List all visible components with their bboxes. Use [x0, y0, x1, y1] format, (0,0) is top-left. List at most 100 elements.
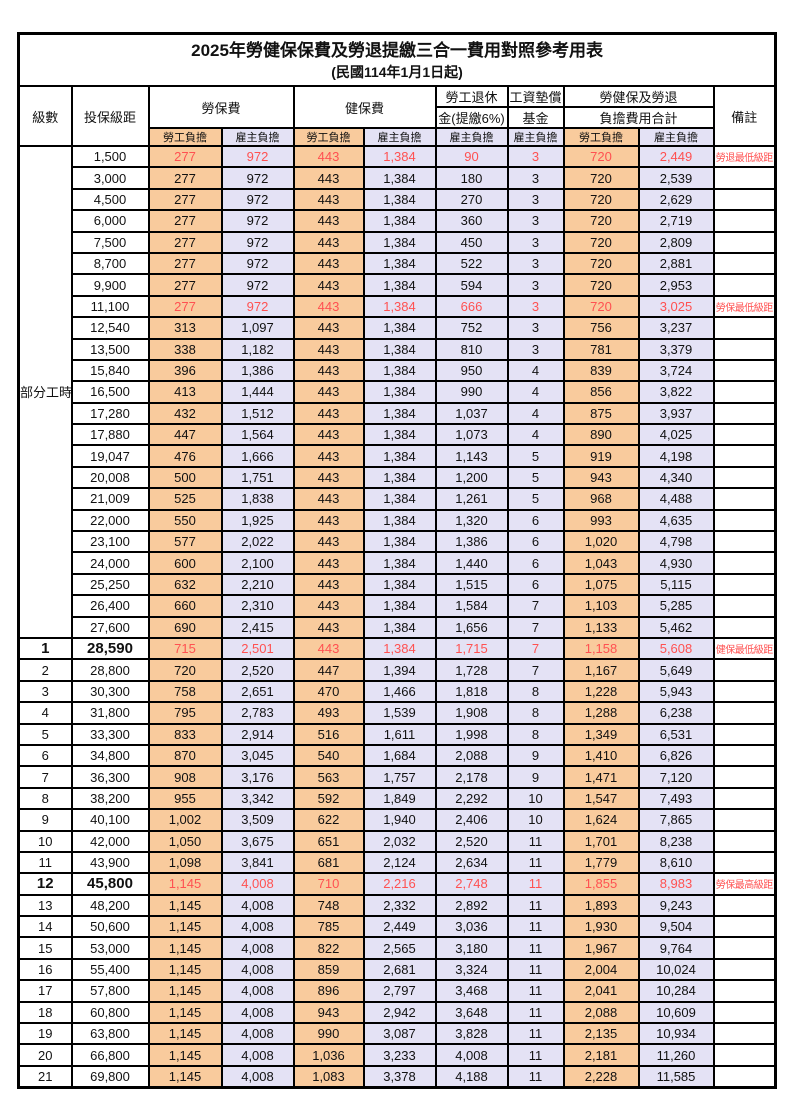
premium-reference-table: 2025年勞健保保費及勞退提繳三合一費用對照參考用表 (民國114年1月1日起)…	[17, 32, 778, 1090]
table-row: 1 28,590 715 2,501 443 1,384 1,715 7 1,158 5,608 健…	[17, 636, 777, 661]
remark-cell	[712, 829, 777, 853]
total-employer-cell: 3,937	[637, 401, 715, 426]
table-row: 16 55,400 1,145 4,008 859 2,681 3,324 11 2,004 10…	[17, 957, 777, 982]
labor-employee-cell: 277	[147, 230, 223, 254]
pension-employer-cell: 752	[434, 316, 509, 340]
pension-employer-cell: 1,073	[434, 423, 509, 447]
labor-employee-cell: 1,145	[147, 1043, 223, 1067]
health-employee-cell: 443	[292, 230, 365, 254]
pension-employer-cell: 1,728	[434, 658, 509, 682]
total-employee-cell: 875	[562, 401, 640, 426]
health-employer-cell: 1,384	[362, 401, 437, 426]
pension-employer-cell: 4,008	[434, 1043, 509, 1067]
table-row: 10 42,000 1,050 3,675 651 2,032 2,520 11 1,701 8,…	[17, 829, 777, 853]
pension-employer-cell: 3,036	[434, 915, 509, 939]
remark-cell	[712, 572, 777, 597]
labor-employer-cell: 4,008	[220, 915, 295, 939]
bracket-cell: 23,100	[70, 530, 150, 554]
labor-employer-cell: 2,914	[220, 722, 295, 746]
health-employee-cell: 443	[292, 572, 365, 597]
health-employee-cell: 748	[292, 893, 365, 918]
fund-employer-cell: 4	[506, 401, 565, 426]
health-employee-cell: 443	[292, 358, 365, 383]
health-employee-cell: 443	[292, 594, 365, 618]
health-employee-cell: 443	[292, 508, 365, 533]
health-employer-cell: 1,384	[362, 487, 437, 511]
total-employee-cell: 720	[562, 209, 640, 233]
level-cell: 18	[17, 1000, 73, 1025]
total-employee-cell: 968	[562, 487, 640, 511]
labor-employee-cell: 1,098	[147, 850, 223, 875]
pension-employer-cell: 1,143	[434, 444, 509, 468]
pension-employer-cell: 1,715	[434, 636, 509, 661]
labor-employer-cell: 1,097	[220, 316, 295, 340]
health-employer-cell: 1,384	[362, 465, 437, 490]
remark-cell	[712, 893, 777, 918]
table-row: 9 40,100 1,002 3,509 622 1,940 2,406 10 1,624 7,8…	[17, 808, 777, 832]
pension-employer-cell: 1,998	[434, 722, 509, 746]
table-row: 11 43,900 1,098 3,841 681 2,124 2,634 11 1,779 8,…	[17, 850, 777, 875]
total-employer-cell: 10,024	[637, 957, 715, 982]
fund-employer-cell: 11	[506, 936, 565, 960]
table-row: 13,500 338 1,182 443 1,384 810 3 781 3,379	[19, 337, 777, 361]
level-cell: 10	[17, 829, 73, 853]
labor-employer-cell: 1,838	[220, 487, 295, 511]
total-employer-cell: 8,610	[637, 850, 715, 875]
bracket-cell: 20,008	[70, 465, 150, 490]
fund-employer-cell: 11	[506, 1021, 565, 1046]
pension-employer-cell: 3,828	[434, 1021, 509, 1046]
fund-employer-cell: 11	[506, 872, 565, 896]
subheader-labor-employee: 勞工負擔	[147, 127, 223, 147]
total-employee-cell: 1,228	[562, 679, 640, 704]
total-employee-cell: 1,158	[562, 636, 640, 661]
fund-employer-cell: 5	[506, 444, 565, 468]
remark-cell	[712, 722, 777, 746]
total-employee-cell: 2,181	[562, 1043, 640, 1067]
health-employer-cell: 1,384	[362, 273, 437, 297]
total-employee-cell: 1,410	[562, 743, 640, 768]
labor-employee-cell: 432	[147, 401, 223, 426]
total-employer-cell: 4,198	[637, 444, 715, 468]
table-row: 15 53,000 1,145 4,008 822 2,565 3,180 11 1,967 9,…	[17, 936, 777, 960]
table-row: 部分工時 1,500 277 972 443 1,384 90 3 720 2,449 勞退最低級距	[17, 144, 777, 639]
table-row: 8 38,200 955 3,342 592 1,849 2,292 10 1,547 7,493	[17, 786, 777, 811]
pension-employer-cell: 2,520	[434, 829, 509, 853]
level-cell: 19	[17, 1021, 73, 1046]
total-employer-cell: 10,934	[637, 1021, 715, 1046]
total-employee-cell: 839	[562, 358, 640, 383]
total-employee-cell: 1,930	[562, 915, 640, 939]
bracket-cell: 1,500	[70, 144, 150, 169]
fund-employer-cell: 5	[506, 465, 565, 490]
labor-employee-cell: 277	[147, 209, 223, 233]
labor-employee-cell: 758	[147, 679, 223, 704]
total-employee-cell: 856	[562, 380, 640, 404]
table-row: 23,100 577 2,022 443 1,384 1,386 6 1,020 4,798	[19, 530, 777, 554]
labor-employer-cell: 3,841	[220, 850, 295, 875]
health-employer-cell: 1,940	[362, 808, 437, 832]
health-employer-cell: 2,449	[362, 915, 437, 939]
health-employee-cell: 822	[292, 936, 365, 960]
pension-employer-cell: 3,180	[434, 936, 509, 960]
total-employee-cell: 720	[562, 251, 640, 276]
fund-employer-cell: 3	[506, 251, 565, 276]
health-employee-cell: 651	[292, 829, 365, 853]
total-employee-cell: 993	[562, 508, 640, 533]
bracket-cell: 55,400	[70, 957, 150, 982]
bracket-cell: 28,800	[70, 658, 150, 682]
total-employee-cell: 1,103	[562, 594, 640, 618]
table-row: 17,280 432 1,512 443 1,384 1,037 4 875 3,937	[19, 401, 777, 426]
total-employee-cell: 1,779	[562, 850, 640, 875]
total-employee-cell: 1,043	[562, 551, 640, 575]
fund-employer-cell: 6	[506, 530, 565, 554]
bracket-cell: 26,400	[70, 594, 150, 618]
level-cell: 12	[17, 872, 73, 896]
table-row: 25,250 632 2,210 443 1,384 1,515 6 1,075 5,115	[19, 572, 777, 597]
total-employee-cell: 1,471	[562, 765, 640, 789]
total-employer-cell: 4,635	[637, 508, 715, 533]
pension-employer-cell: 180	[434, 166, 509, 190]
remark-cell	[712, 465, 777, 490]
health-employer-cell: 2,124	[362, 850, 437, 875]
total-employer-cell: 10,284	[637, 979, 715, 1003]
health-employer-cell: 1,384	[362, 423, 437, 447]
level-cell: 7	[17, 765, 73, 789]
